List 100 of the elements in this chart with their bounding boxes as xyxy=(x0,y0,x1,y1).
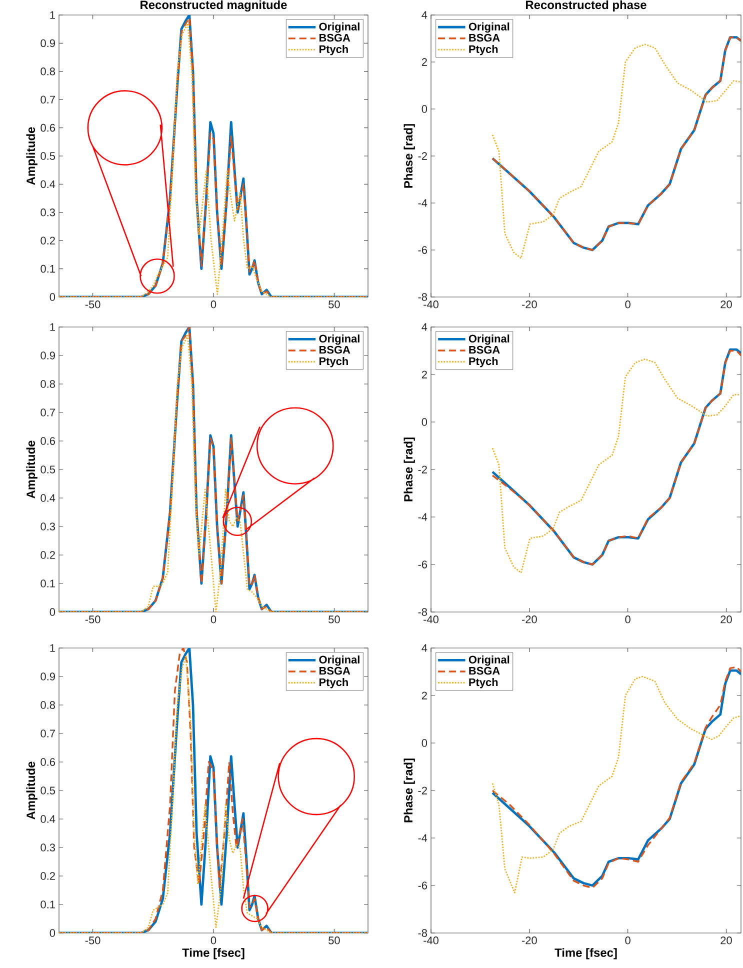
x-tick-label: 20 xyxy=(720,936,732,944)
y-tick-label: -6 xyxy=(418,560,427,568)
y-tick-label: 0.3 xyxy=(40,844,55,852)
y-axis-title: Amplitude xyxy=(26,127,38,185)
y-tick-label: 1 xyxy=(50,644,55,652)
y-tick-label: 0.5 xyxy=(40,786,56,794)
y-tick-label: 4 xyxy=(422,323,428,331)
x-tick-label: 0 xyxy=(210,300,216,308)
x-tick-label: 20 xyxy=(720,616,732,624)
y-tick-label: 0.2 xyxy=(40,551,55,559)
legend-label: BSGA xyxy=(469,34,500,42)
y-tick-label: 0.3 xyxy=(40,522,55,530)
y-tick-label: -2 xyxy=(418,152,427,160)
x-tick-label: 0 xyxy=(210,616,216,624)
y-tick-label: 0.3 xyxy=(40,208,55,216)
y-tick-label: 0.5 xyxy=(40,152,56,160)
y-tick-label: 0.9 xyxy=(40,672,55,680)
y-tick-label: 0 xyxy=(50,608,56,616)
y-tick-label: 0.4 xyxy=(40,494,56,502)
y-tick-label: -8 xyxy=(418,929,427,937)
y-tick-label: 2 xyxy=(422,370,427,378)
legend-label: Ptych xyxy=(320,357,348,368)
y-axis-title: Amplitude xyxy=(26,762,38,820)
x-tick-label: -40 xyxy=(424,616,438,624)
x-tick-label: -50 xyxy=(85,616,100,624)
legend-label: BSGA xyxy=(320,346,350,354)
y-tick-label: -2 xyxy=(418,786,427,794)
y-tick-label: 1 xyxy=(50,11,55,19)
y-tick-label: -2 xyxy=(418,466,427,474)
legend-label: Original xyxy=(319,334,360,345)
y-axis-title: Phase [rad] xyxy=(404,758,415,822)
x-tick-label: -40 xyxy=(424,300,438,308)
legend-label: Ptych xyxy=(469,357,498,368)
y-tick-label: 1 xyxy=(50,323,55,331)
y-tick-label: 4 xyxy=(422,11,428,19)
legend-label: Original xyxy=(468,655,510,666)
x-tick-label: 50 xyxy=(328,300,340,308)
x-tick-label: 50 xyxy=(328,616,340,624)
chart-title: Reconstructed phase xyxy=(526,0,646,12)
x-axis-title: Time [fsec] xyxy=(554,948,617,960)
y-tick-label: -4 xyxy=(418,513,428,521)
y-tick-label: 0.1 xyxy=(40,264,55,273)
x-tick-label: 0 xyxy=(625,300,630,308)
y-tick-label: 0.8 xyxy=(40,380,55,388)
y-tick-label: 0.2 xyxy=(40,236,55,244)
y-tick-label: 2 xyxy=(422,692,427,700)
y-tick-label: 0.7 xyxy=(40,408,55,416)
y-axis-title: Amplitude xyxy=(26,440,38,498)
y-tick-label: -4 xyxy=(418,199,428,207)
y-tick-label: -8 xyxy=(418,293,427,301)
chart-title: Reconstructed magnitude xyxy=(140,0,287,12)
y-tick-label: 0.6 xyxy=(40,437,55,445)
y-axis-title: Phase [rad] xyxy=(404,438,415,502)
x-tick-label: 0 xyxy=(625,936,630,944)
y-axis-title: Phase [rad] xyxy=(404,124,415,188)
x-tick-label: -20 xyxy=(522,616,537,624)
x-tick-label: -50 xyxy=(85,300,100,308)
y-tick-label: -8 xyxy=(418,608,427,616)
y-tick-label: 0.7 xyxy=(40,730,55,738)
y-tick-label: 0.1 xyxy=(40,900,55,908)
x-tick-label: -40 xyxy=(424,936,438,944)
legend-label: BSGA xyxy=(320,666,350,675)
y-tick-label: -6 xyxy=(418,882,427,890)
y-tick-label: 0.8 xyxy=(40,701,55,709)
legend-label: Ptych xyxy=(320,44,348,56)
y-tick-label: 0 xyxy=(50,293,56,301)
y-tick-label: 0 xyxy=(422,105,428,113)
legend-label: Original xyxy=(468,334,510,345)
y-tick-label: 4 xyxy=(422,644,428,652)
x-tick-label: 20 xyxy=(720,300,732,308)
y-tick-label: 0 xyxy=(422,418,428,426)
y-tick-label: 0.8 xyxy=(40,68,55,76)
legend-label: Original xyxy=(468,22,510,33)
legend-label: Original xyxy=(319,655,360,666)
x-tick-label: -20 xyxy=(522,300,537,308)
legend-label: Ptych xyxy=(469,678,498,688)
y-tick-label: 0 xyxy=(422,739,428,747)
y-tick-label: 0.5 xyxy=(40,466,56,474)
y-tick-label: 0 xyxy=(50,929,56,937)
x-tick-label: 0 xyxy=(210,936,216,944)
legend-label: Ptych xyxy=(469,44,498,56)
y-tick-label: 0.4 xyxy=(40,180,56,188)
y-tick-label: 0.6 xyxy=(40,124,55,132)
x-tick-label: 50 xyxy=(328,936,340,944)
y-tick-label: 0.7 xyxy=(40,96,55,104)
y-tick-label: 2 xyxy=(422,58,427,66)
y-tick-label: 0.9 xyxy=(40,39,55,48)
y-tick-label: 0.4 xyxy=(40,815,56,823)
x-tick-label: -20 xyxy=(522,936,537,944)
y-tick-label: -4 xyxy=(418,834,428,842)
y-tick-label: 0.2 xyxy=(40,872,55,880)
y-tick-label: 0.6 xyxy=(40,758,55,766)
legend-label: Ptych xyxy=(320,678,348,688)
legend-label: BSGA xyxy=(469,346,500,354)
legend-label: BSGA xyxy=(469,666,500,675)
x-axis-title: Time [fsec] xyxy=(182,948,244,960)
y-tick-label: 0.1 xyxy=(40,580,55,588)
legend-label: Original xyxy=(319,22,360,33)
legend-label: BSGA xyxy=(320,34,350,42)
x-tick-label: -50 xyxy=(85,936,100,944)
